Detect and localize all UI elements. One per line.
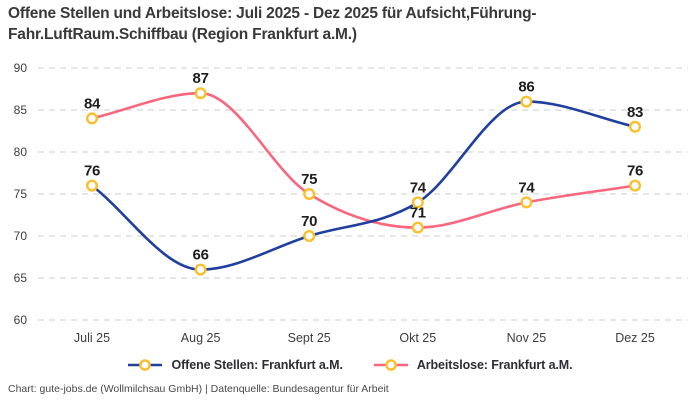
legend-label-offene-stellen: Offene Stellen: Frankfurt a.M. [171,358,343,372]
y-tick-label: 85 [14,103,28,117]
chart-title-line2: Fahr.LuftRaum.Schiffbau (Region Frankfur… [8,26,357,43]
plot-area: 90 85 80 75 70 65 60 Juli 25 Aug 25 Sept 25 Okt 25… [0,55,700,345]
y-tick-label: 60 [14,313,28,327]
data-point-label: 75 [301,171,317,188]
data-point-marker[interactable] [85,112,98,125]
chart-title-line1: Offene Stellen und Arbeitslose: Juli 202… [8,5,537,22]
data-point-label: 84 [84,95,101,112]
data-point-marker[interactable] [629,179,642,192]
data-point-marker[interactable] [520,95,533,108]
x-tick-label: Juli 25 [74,331,110,345]
y-tick-label: 65 [14,271,28,285]
data-point-marker[interactable] [303,187,316,200]
data-point-label: 74 [518,179,535,196]
y-tick-label: 75 [14,187,28,201]
series-line-1 [90,91,637,229]
data-point-marker[interactable] [520,196,533,209]
attribution-footer: Chart: gute-jobs.de (Wollmilchsau GmbH) … [8,383,389,395]
series-line-0 [90,100,637,271]
x-tick-label: Aug 25 [181,331,221,345]
line-marker-icon [128,359,163,371]
chart-title: Offene Stellen und Arbeitslose: Juli 202… [8,3,648,45]
data-point-label: 76 [627,163,643,180]
legend-item-arbeitslose: Arbeitslose: Frankfurt a.M. [373,358,573,372]
y-tick-label: 70 [14,229,28,243]
data-point-label: 70 [301,213,317,230]
data-point-label: 83 [627,104,643,121]
data-point-label: 86 [518,79,534,96]
data-point-marker[interactable] [411,196,424,209]
x-tick-label: Dez 25 [615,331,655,345]
data-point-marker[interactable] [303,229,316,242]
line-chart: 90 85 80 75 70 65 60 Juli 25 Aug 25 Sept 25 Okt 25… [14,61,688,345]
legend-item-offene-stellen: Offene Stellen: Frankfurt a.M. [127,358,343,372]
legend: Offene Stellen: Frankfurt a.M. Arbeitslo… [0,358,700,372]
x-tick-label: Nov 25 [507,331,547,345]
line-marker-icon [373,359,408,371]
y-tick-label: 90 [14,61,28,75]
data-point-label: 66 [193,247,209,264]
data-point-label: 74 [410,179,427,196]
data-point-label: 87 [193,70,209,87]
data-point-marker[interactable] [194,263,207,276]
data-point-marker[interactable] [411,221,424,234]
data-point-marker[interactable] [194,87,207,100]
data-point-marker[interactable] [85,179,98,192]
data-point-marker[interactable] [629,120,642,133]
data-point-label: 76 [84,163,100,180]
legend-label-arbeitslose: Arbeitslose: Frankfurt a.M. [416,358,573,372]
y-tick-label: 80 [14,145,28,159]
data-point-label: 71 [410,205,426,222]
x-tick-label: Okt 25 [399,331,436,345]
x-tick-label: Sept 25 [288,331,331,345]
